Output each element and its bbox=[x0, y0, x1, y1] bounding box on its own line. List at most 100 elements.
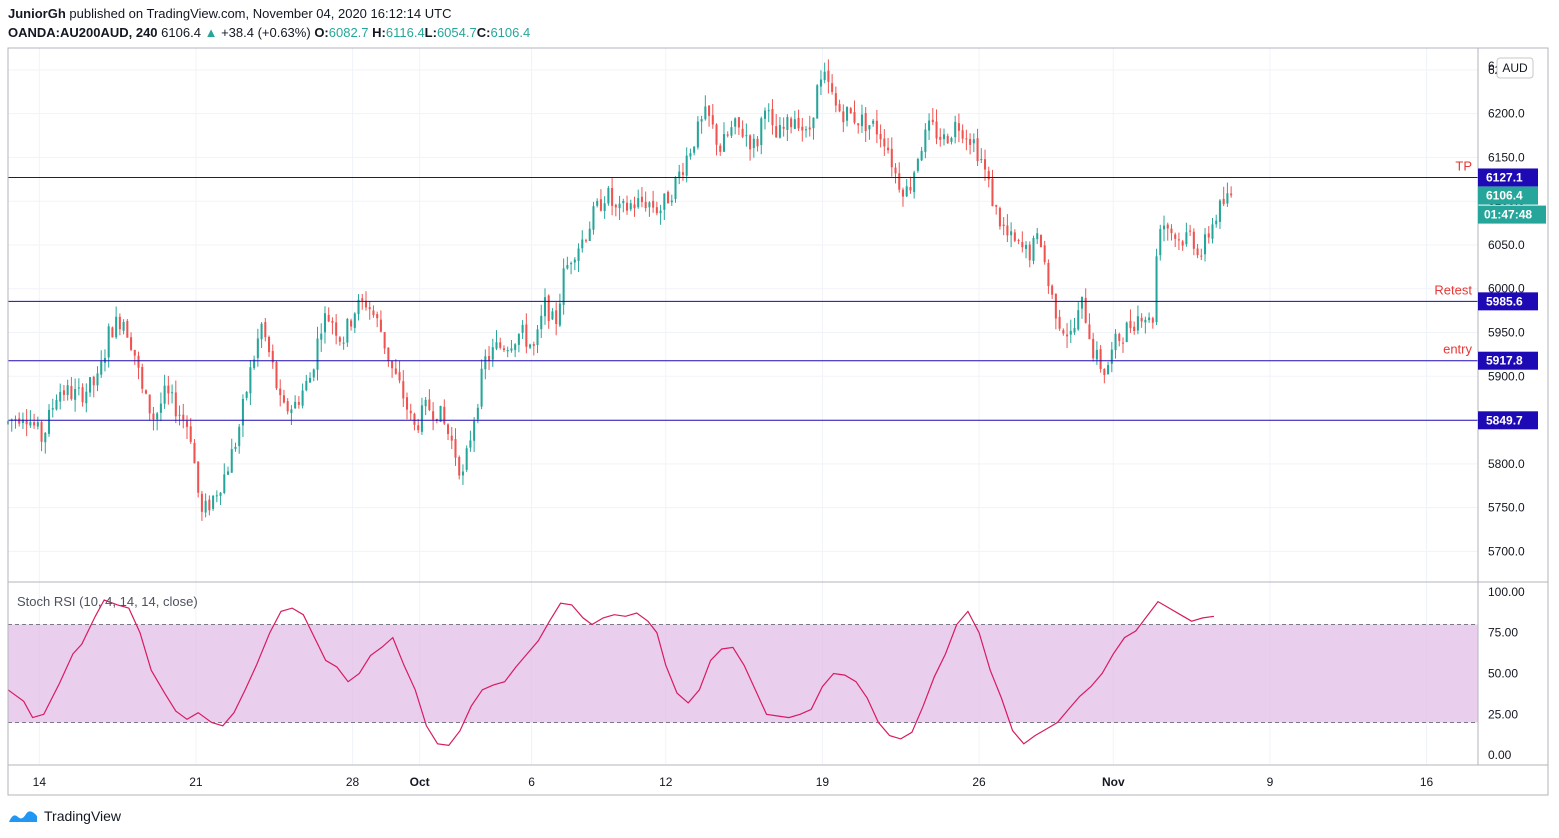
candle-body bbox=[182, 414, 185, 420]
candle-body bbox=[450, 435, 453, 441]
candle-body bbox=[920, 150, 923, 161]
price-tick-label: 5900.0 bbox=[1488, 369, 1525, 383]
candle-body bbox=[163, 385, 166, 404]
candle-body bbox=[219, 492, 222, 496]
currency-badge-label: AUD bbox=[1502, 61, 1528, 75]
candle-body bbox=[115, 316, 118, 338]
candle-body bbox=[350, 320, 353, 327]
candle-body bbox=[558, 303, 561, 326]
candle-body bbox=[346, 319, 349, 343]
candle-body bbox=[320, 333, 323, 340]
candle-body bbox=[1177, 239, 1180, 241]
candle-body bbox=[268, 337, 271, 353]
candle-body bbox=[1230, 193, 1233, 196]
candle-body bbox=[383, 332, 386, 349]
currency-badge[interactable]: AUD bbox=[1496, 57, 1534, 79]
candle-body bbox=[29, 421, 32, 426]
candle-body bbox=[708, 105, 711, 116]
candle-body bbox=[514, 344, 517, 350]
candle-body bbox=[185, 421, 189, 427]
candle-body bbox=[629, 203, 632, 210]
close-label: C: bbox=[476, 25, 491, 40]
candle-body bbox=[294, 401, 297, 409]
candle-body bbox=[790, 118, 793, 128]
level-tag-entry: 5917.8 bbox=[1486, 354, 1523, 368]
candle-body bbox=[562, 268, 565, 305]
candle-body bbox=[581, 239, 584, 249]
low-label: L: bbox=[424, 25, 437, 40]
candle-body bbox=[409, 410, 412, 414]
candle-body bbox=[189, 426, 192, 442]
candle-body bbox=[782, 126, 785, 129]
candle-body bbox=[428, 399, 431, 410]
candle-body bbox=[51, 408, 54, 410]
candle-body bbox=[480, 368, 483, 407]
candle-body bbox=[461, 471, 464, 476]
candle-body bbox=[1084, 297, 1087, 323]
candle-body bbox=[1136, 316, 1139, 331]
candle-body bbox=[1185, 232, 1188, 245]
level-label-entry: entry bbox=[1443, 342, 1472, 357]
time-tick-label: 9 bbox=[1267, 775, 1274, 789]
price-tick-label: 5950.0 bbox=[1488, 326, 1525, 340]
candle-body bbox=[1077, 310, 1080, 330]
close-value: 6106.4 bbox=[490, 25, 531, 40]
candle-body bbox=[1099, 349, 1102, 369]
candle-body bbox=[323, 313, 326, 333]
countdown-tag-box bbox=[1478, 205, 1546, 224]
candle-body bbox=[133, 349, 136, 356]
price-change: +38.4 (+0.63%) bbox=[221, 25, 311, 40]
stoch-axis[interactable]: 100.00 75.00 50.00 25.00 0.00 bbox=[1488, 585, 1525, 762]
candle-body bbox=[793, 119, 796, 129]
candle-body bbox=[484, 356, 487, 370]
candle-body bbox=[1036, 233, 1039, 240]
candle-body bbox=[1125, 322, 1128, 343]
candle-body bbox=[521, 324, 524, 333]
candle-body bbox=[816, 85, 819, 119]
symbol-label[interactable]: OANDA:AU200AUD, 240 bbox=[8, 25, 158, 40]
footer-brand-label: TradingView bbox=[44, 808, 122, 824]
candle-body bbox=[1140, 317, 1143, 322]
candle-body bbox=[1133, 326, 1136, 331]
candle-body bbox=[976, 138, 979, 162]
candle-body bbox=[443, 406, 446, 424]
candle-body bbox=[174, 392, 177, 417]
candle-body bbox=[1166, 224, 1169, 229]
candle-body bbox=[297, 402, 300, 405]
price-tick-label: 5800.0 bbox=[1488, 457, 1525, 471]
candle-body bbox=[808, 127, 811, 130]
level-tag-TP: 6127.1 bbox=[1486, 170, 1523, 184]
candle-body bbox=[1159, 229, 1162, 256]
stoch-tick-label: 0.00 bbox=[1488, 748, 1512, 762]
candle-body bbox=[573, 259, 576, 263]
level-tag-stop: 5849.7 bbox=[1486, 413, 1523, 427]
candle-body bbox=[40, 421, 43, 442]
price-tick-label: 5750.0 bbox=[1488, 501, 1525, 515]
level-tag-box bbox=[1478, 411, 1538, 430]
candle-body bbox=[506, 350, 509, 352]
candle-body bbox=[875, 120, 878, 135]
candle-body bbox=[107, 326, 110, 358]
candle-body bbox=[502, 348, 505, 351]
candle-body bbox=[760, 118, 763, 145]
price-tick-label: 5700.0 bbox=[1488, 544, 1525, 558]
stoch-rsi-line bbox=[7, 599, 1215, 747]
candle-body bbox=[178, 414, 181, 416]
candle-body bbox=[391, 361, 394, 369]
candle-body bbox=[797, 117, 800, 129]
candle-body bbox=[931, 119, 934, 123]
time-axis[interactable]: 14 21 28 Oct 6 12 19 26 Nov 9 16 bbox=[33, 775, 1434, 789]
time-tick-label: Oct bbox=[410, 775, 430, 789]
candle-body bbox=[361, 298, 364, 301]
candle-body bbox=[890, 148, 893, 168]
candle-body bbox=[92, 376, 95, 386]
author-name[interactable]: JuniorGh bbox=[8, 6, 66, 21]
candle-body bbox=[447, 424, 450, 434]
footer-brand[interactable]: TradingView bbox=[8, 808, 121, 824]
candle-body bbox=[491, 347, 494, 360]
candle-body bbox=[726, 134, 729, 136]
candle-body bbox=[301, 390, 304, 406]
candle-body bbox=[368, 307, 371, 310]
candle-body bbox=[741, 128, 744, 137]
